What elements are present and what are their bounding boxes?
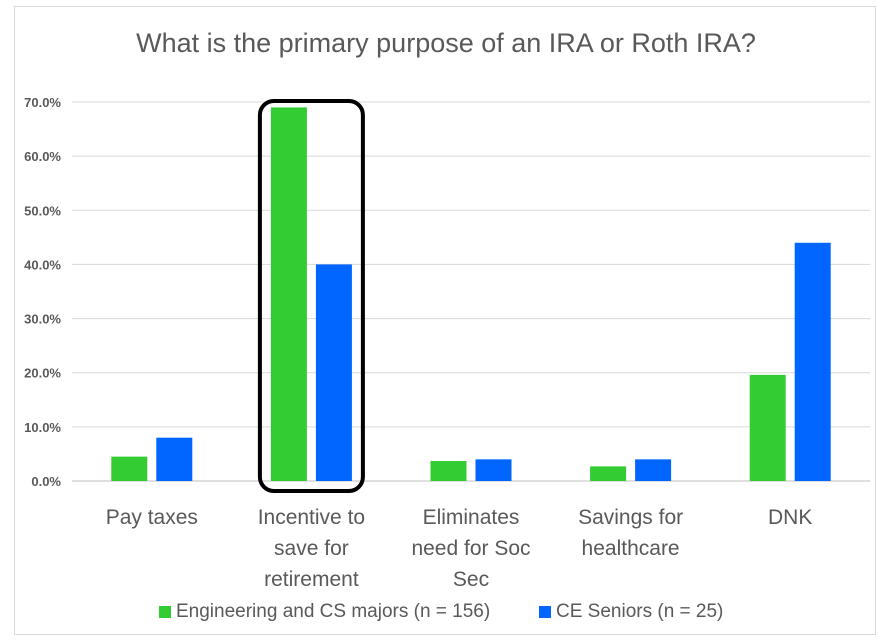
y-tick-label: 30.0% (24, 312, 61, 327)
bar-engineering-cs (430, 460, 467, 481)
legend-swatch (159, 606, 171, 618)
bar-ce-seniors (635, 459, 672, 481)
x-tick-label: save for (274, 537, 349, 560)
y-tick-label: 50.0% (24, 203, 61, 218)
y-tick-label: 10.0% (24, 420, 61, 435)
bar-ce-seniors (794, 242, 831, 481)
bar-engineering-cs (111, 456, 148, 481)
y-tick-label: 20.0% (24, 366, 61, 381)
x-tick-label: Incentive to (258, 506, 365, 529)
bar-ce-seniors (156, 437, 193, 481)
bar-ce-seniors (475, 459, 512, 481)
x-tick-label: need for Soc (411, 537, 530, 560)
legend-label: CE Seniors (n = 25) (556, 601, 723, 622)
chart-title: What is the primary purpose of an IRA or… (136, 28, 756, 58)
y-tick-label: 40.0% (24, 257, 61, 272)
y-tick-label: 60.0% (24, 149, 61, 164)
bar-engineering-cs (749, 374, 786, 481)
x-tick-label: Pay taxes (106, 506, 198, 529)
highlight-box (257, 99, 365, 493)
x-tick-label: retirement (264, 568, 359, 591)
x-tick-label: Eliminates (423, 506, 520, 529)
legend-swatch (539, 606, 551, 618)
x-tick-label: Savings for (578, 506, 683, 529)
bar-engineering-cs (590, 466, 627, 481)
legend-label: Engineering and CS majors (n = 156) (176, 601, 490, 622)
bar-ce-seniors (315, 264, 352, 481)
x-tick-label: DNK (768, 506, 812, 529)
y-tick-label: 70.0% (24, 95, 61, 110)
x-tick-label: Sec (453, 568, 489, 591)
x-tick-label: healthcare (582, 537, 680, 560)
bar-engineering-cs (270, 107, 307, 482)
y-tick-label: 0.0% (31, 474, 61, 489)
